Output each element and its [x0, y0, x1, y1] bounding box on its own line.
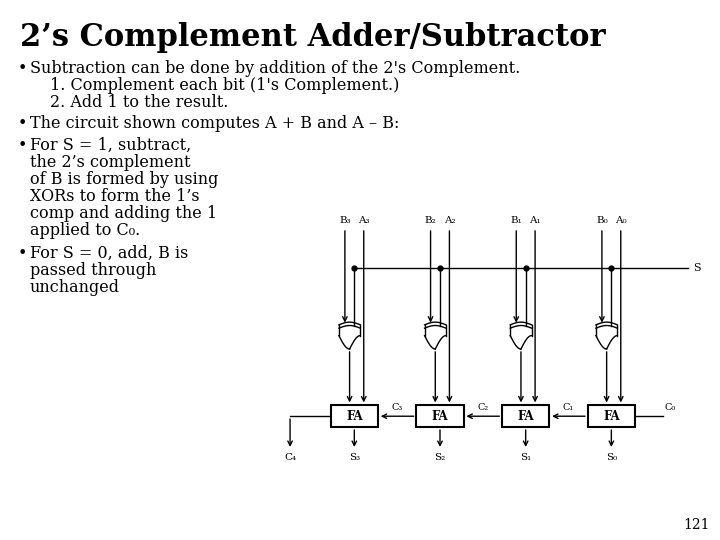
Text: S₁: S₁ — [520, 453, 531, 462]
Text: B₀: B₀ — [596, 215, 608, 225]
Text: S₀: S₀ — [606, 453, 617, 462]
Bar — [588, 406, 635, 427]
Text: •: • — [18, 115, 27, 132]
Text: passed through: passed through — [30, 262, 156, 279]
Text: •: • — [18, 245, 27, 262]
Text: XORs to form the 1’s: XORs to form the 1’s — [30, 188, 199, 205]
Text: The circuit shown computes A + B and A – B:: The circuit shown computes A + B and A –… — [30, 115, 400, 132]
Text: FA: FA — [346, 410, 363, 423]
Text: Subtraction can be done by addition of the 2's Complement.: Subtraction can be done by addition of t… — [30, 60, 521, 77]
Text: A₁: A₁ — [529, 215, 541, 225]
Text: C₀: C₀ — [665, 403, 676, 412]
Text: S₃: S₃ — [348, 453, 360, 462]
Text: applied to C₀.: applied to C₀. — [30, 222, 140, 239]
Text: 2. Add 1 to the result.: 2. Add 1 to the result. — [50, 94, 228, 111]
Text: 121: 121 — [683, 518, 710, 532]
Text: FA: FA — [518, 410, 534, 423]
Text: •: • — [18, 137, 27, 154]
Text: C₂: C₂ — [477, 403, 488, 412]
Text: C₄: C₄ — [284, 453, 296, 462]
Text: A₂: A₂ — [444, 215, 455, 225]
Text: unchanged: unchanged — [30, 279, 120, 296]
Text: B₃: B₃ — [339, 215, 351, 225]
Text: FA: FA — [603, 410, 620, 423]
Text: C₁: C₁ — [563, 403, 574, 412]
Text: B₂: B₂ — [425, 215, 436, 225]
Text: For S = 1, subtract,: For S = 1, subtract, — [30, 137, 192, 154]
Text: B₁: B₁ — [510, 215, 522, 225]
Bar — [416, 406, 464, 427]
Text: C₃: C₃ — [392, 403, 402, 412]
Text: the 2’s complement: the 2’s complement — [30, 154, 191, 171]
Text: comp and adding the 1: comp and adding the 1 — [30, 205, 217, 222]
Bar — [502, 406, 549, 427]
Text: S: S — [693, 264, 701, 273]
Bar — [330, 406, 378, 427]
Text: FA: FA — [432, 410, 449, 423]
Text: S₂: S₂ — [434, 453, 446, 462]
Text: A₃: A₃ — [358, 215, 369, 225]
Text: of B is formed by using: of B is formed by using — [30, 171, 218, 188]
Text: 1. Complement each bit (1's Complement.): 1. Complement each bit (1's Complement.) — [50, 77, 400, 94]
Text: 2’s Complement Adder/Subtractor: 2’s Complement Adder/Subtractor — [20, 22, 606, 53]
Text: A₀: A₀ — [615, 215, 626, 225]
Text: For S = 0, add, B is: For S = 0, add, B is — [30, 245, 189, 262]
Text: •: • — [18, 60, 27, 77]
